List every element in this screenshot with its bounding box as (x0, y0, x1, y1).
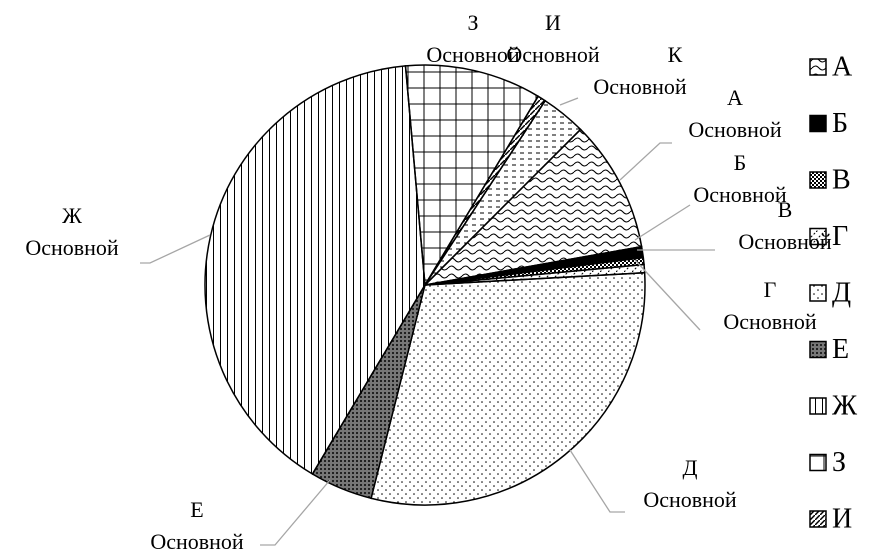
legend-swatch (809, 58, 827, 76)
data-label-category: А (727, 85, 743, 110)
leader-line (569, 449, 625, 513)
legend-swatch (809, 171, 827, 189)
data-label-category: Д (682, 455, 697, 480)
legend-label: А (832, 51, 853, 82)
legend-label: З (832, 447, 846, 478)
legend-swatch (809, 453, 827, 472)
legend-label: Б (832, 108, 848, 139)
data-label-series: Основной (723, 309, 817, 334)
legend-label: И (832, 503, 852, 534)
legend-swatch (809, 114, 827, 133)
data-label-category: В (778, 197, 793, 222)
leader-line (260, 479, 331, 546)
pie-slice (422, 128, 643, 287)
data-label-category: Б (734, 150, 747, 175)
legend-swatch (809, 397, 827, 415)
pie-slice (370, 271, 646, 506)
data-label-category: И (545, 10, 561, 35)
leader-line (140, 234, 211, 264)
pie-slice (204, 65, 426, 476)
legend-swatch (809, 227, 827, 246)
data-label-series: Основной (593, 74, 687, 99)
legend-swatch (809, 340, 827, 359)
legend-label: Е (832, 334, 849, 365)
leader-line (634, 204, 691, 241)
legend-label: Ж (832, 390, 858, 421)
data-label-series: Основной (25, 235, 119, 260)
data-label-series: Основной (426, 42, 520, 67)
data-label-series: Основной (693, 182, 787, 207)
data-label-category: З (467, 10, 478, 35)
leader-line (619, 142, 672, 181)
leader-line (634, 259, 701, 331)
legend-label: Г (832, 221, 848, 252)
legend-swatch (809, 284, 827, 302)
data-label-category: Е (190, 497, 203, 522)
data-label-category: Г (764, 277, 777, 302)
pie-slice (424, 99, 582, 286)
data-label-series: Основной (150, 529, 244, 554)
data-label-series: Основной (506, 42, 600, 67)
data-label-category: К (668, 42, 683, 67)
legend-label: В (832, 164, 851, 195)
legend-label: Д (832, 277, 851, 308)
data-label-category: Ж (62, 203, 82, 228)
legend-swatch (809, 510, 827, 528)
data-label-series: Основной (688, 117, 782, 142)
pie-slice (404, 64, 540, 288)
data-label-series: Основной (643, 487, 737, 512)
leader-line (559, 97, 579, 106)
